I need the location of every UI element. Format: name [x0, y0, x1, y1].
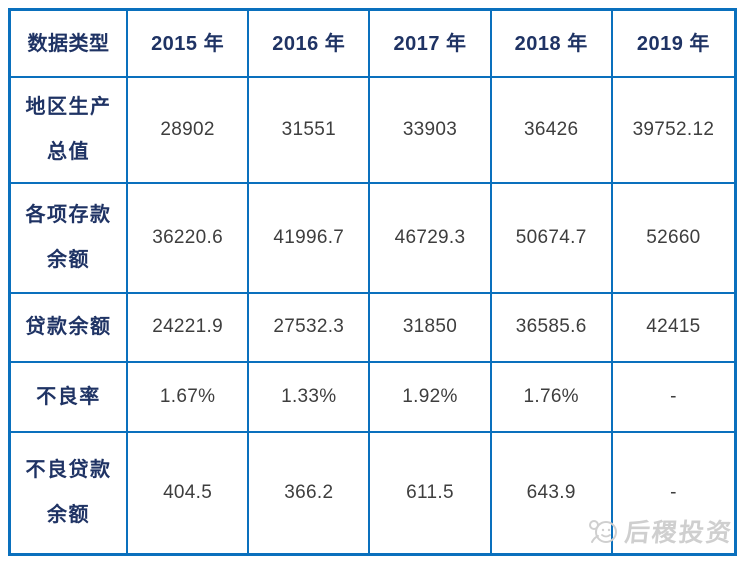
data-cell: 36585.6 [491, 294, 613, 363]
data-cell: 27532.3 [249, 294, 371, 363]
data-cell: 41996.7 [249, 184, 371, 294]
data-cell: 366.2 [249, 433, 371, 553]
data-cell: 39752.12 [612, 78, 734, 184]
data-cell: 31551 [249, 78, 371, 184]
data-cell: 24221.9 [128, 294, 250, 363]
data-cell: 50674.7 [491, 184, 613, 294]
header-cell-data-type: 数据类型 [11, 11, 128, 78]
header-cell-2015: 2015 年 [128, 11, 250, 78]
data-cell: 28902 [128, 78, 250, 184]
row-label-loans: 贷款余额 [11, 294, 128, 363]
data-cell: 36426 [491, 78, 613, 184]
data-cell: 46729.3 [370, 184, 492, 294]
data-cell: - [612, 363, 734, 433]
data-cell: 1.67% [128, 363, 250, 433]
data-cell: 1.92% [370, 363, 492, 433]
row-label-gdp: 地区生产 总值 [11, 78, 128, 184]
row-label-npl-balance: 不良贷款 余额 [11, 433, 128, 553]
header-cell-2018: 2018 年 [491, 11, 613, 78]
data-cell: 611.5 [370, 433, 492, 553]
data-cell: 31850 [370, 294, 492, 363]
data-cell: 404.5 [128, 433, 250, 553]
data-cell: 33903 [370, 78, 492, 184]
data-cell: 1.76% [491, 363, 613, 433]
row-label-deposits: 各项存款 余额 [11, 184, 128, 294]
data-cell: 52660 [612, 184, 734, 294]
data-cell: 1.33% [249, 363, 371, 433]
header-cell-2017: 2017 年 [370, 11, 492, 78]
data-cell: 643.9 [491, 433, 613, 553]
data-cell: - [612, 433, 734, 553]
statistics-table: 数据类型 2015 年 2016 年 2017 年 2018 年 2019 年 … [8, 8, 737, 556]
header-cell-2019: 2019 年 [612, 11, 734, 78]
data-cell: 36220.6 [128, 184, 250, 294]
row-label-npl-ratio: 不良率 [11, 363, 128, 433]
header-cell-2016: 2016 年 [249, 11, 371, 78]
data-cell: 42415 [612, 294, 734, 363]
